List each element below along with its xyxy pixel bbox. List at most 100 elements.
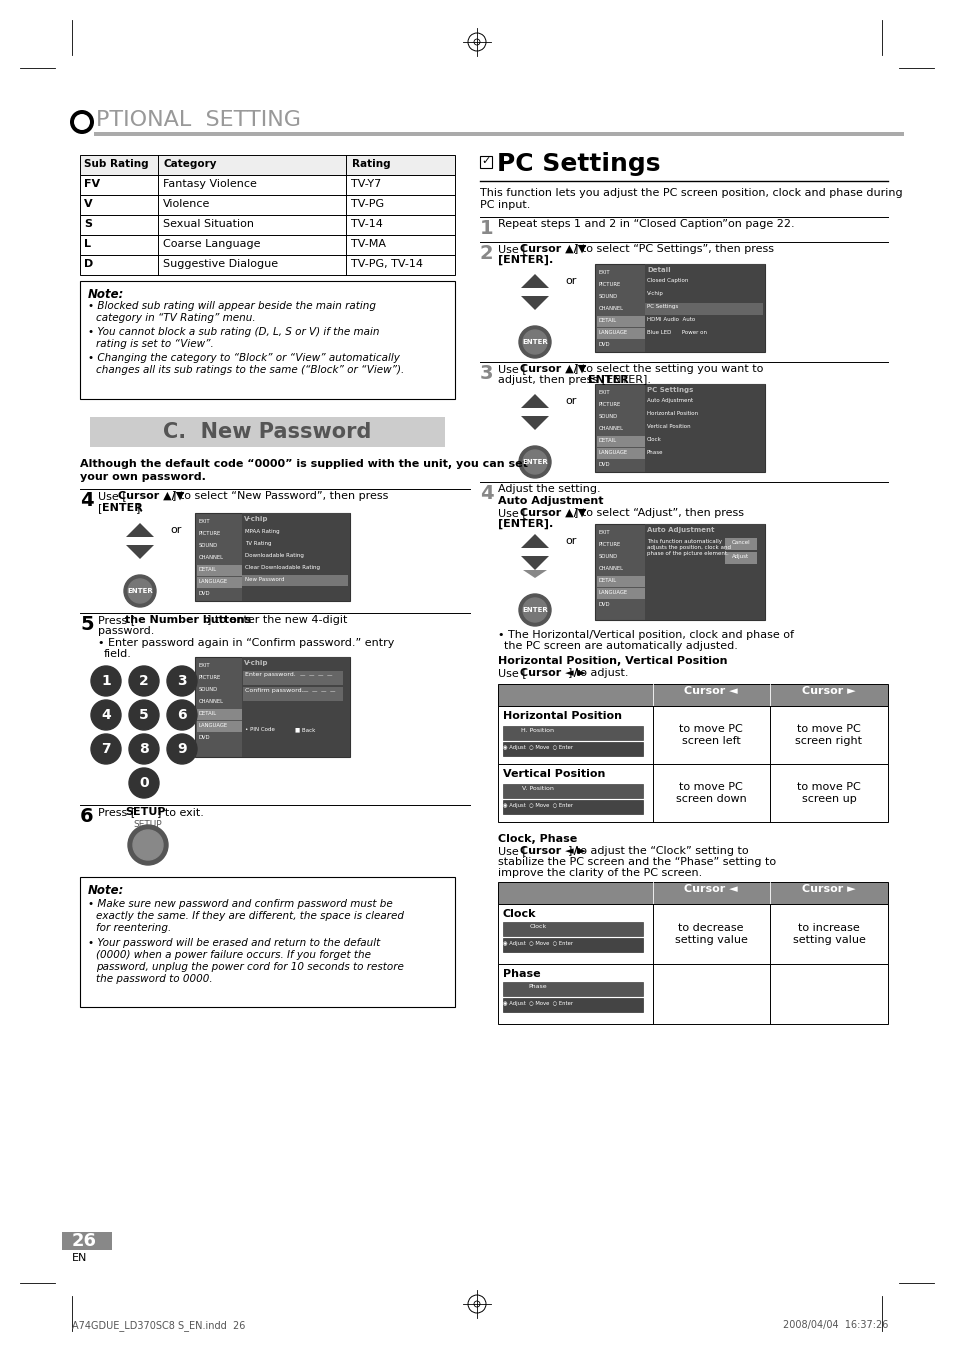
Bar [242,657,350,757]
Text: Phase: Phase [528,985,547,989]
Text: Cursor ▲/▼: Cursor ▲/▼ [118,490,184,501]
Bar [597,449,644,459]
Bar [242,539,348,550]
Text: changes all its sub ratings to the same (“Block” or “View”).: changes all its sub ratings to the same … [96,365,404,376]
Circle shape [70,109,94,134]
Text: ◉ Adjust  ○ Move  ○ Enter: ◉ Adjust ○ Move ○ Enter [502,940,573,946]
Text: SOUND: SOUND [598,413,618,419]
Bar [196,721,242,732]
Text: H. Position: H. Position [521,728,554,734]
Text: or: or [564,536,576,546]
Circle shape [522,330,546,354]
Text: ENTER: ENTER [521,339,547,345]
Text: ◉ Adjust  ○ Move  ○ Enter: ◉ Adjust ○ Move ○ Enter [502,802,573,808]
Text: TV-PG, TV-14: TV-PG, TV-14 [351,259,422,269]
Bar [502,742,642,757]
Text: CHANNEL: CHANNEL [598,426,623,431]
Bar [196,577,242,588]
Circle shape [167,700,196,730]
Text: ] to select “Adjust”, then press: ] to select “Adjust”, then press [574,508,743,517]
Text: Blue LED      Power on: Blue LED Power on [646,330,706,335]
Text: Sexual Situation: Sexual Situation [163,219,253,230]
Text: or: or [564,396,576,407]
Text: Press [: Press [ [98,615,135,626]
Text: Rating: Rating [352,159,390,169]
Text: Cursor ▲/▼: Cursor ▲/▼ [519,508,586,517]
Bar [80,255,455,276]
Bar [502,998,642,1012]
Bar [644,409,762,422]
Text: SOUND: SOUND [598,295,618,299]
Text: Coarse Language: Coarse Language [163,239,260,249]
Bar [597,588,644,598]
Text: FV: FV [84,178,100,189]
Text: ] to exit.: ] to exit. [157,807,204,817]
Bar [196,697,242,708]
Text: EXIT: EXIT [598,270,610,276]
Bar [502,725,642,740]
Text: 4: 4 [101,708,111,721]
Bar [242,551,348,562]
Text: TV-PG: TV-PG [351,199,384,209]
Text: CHANNEL: CHANNEL [598,305,623,311]
Text: DVD: DVD [598,342,610,347]
Bar [597,563,644,576]
Polygon shape [522,570,546,578]
Text: SOUND: SOUND [199,543,218,549]
Text: TV-MA: TV-MA [351,239,386,249]
Text: LANGUAGE: LANGUAGE [199,723,228,728]
Text: to move PC
screen down: to move PC screen down [675,782,745,804]
Bar [242,513,350,601]
Text: Use [: Use [ [497,667,526,678]
Text: field.: field. [104,648,132,659]
Bar [644,524,764,620]
Text: Adjust the setting.: Adjust the setting. [497,484,600,494]
Text: • The Horizontal/Vertical position, clock and phase of: • The Horizontal/Vertical position, cloc… [497,630,793,640]
Text: ] to adjust the “Clock” setting to: ] to adjust the “Clock” setting to [567,846,748,857]
Text: Phase: Phase [502,969,540,979]
Text: DETAIL: DETAIL [598,578,617,584]
Text: 4: 4 [80,490,93,509]
Bar [724,538,757,550]
Circle shape [167,666,196,696]
Text: DVD: DVD [199,590,211,596]
Text: ] to select the setting you want to: ] to select the setting you want to [574,363,762,374]
Bar [595,524,764,620]
Bar [242,576,348,586]
Text: —  —  —  —: — — — — [303,689,335,694]
Bar [196,734,242,744]
Text: 8: 8 [139,742,149,757]
Text: Repeat steps 1 and 2 in “Closed Caption”on page 22.: Repeat steps 1 and 2 in “Closed Caption”… [497,219,794,230]
Text: ✓: ✓ [480,155,490,166]
Text: Category: Category [164,159,217,169]
Circle shape [167,734,196,765]
Polygon shape [520,534,548,549]
Circle shape [518,326,551,358]
Text: ] to adjust.: ] to adjust. [567,667,628,678]
Text: ] to enter the new 4-digit: ] to enter the new 4-digit [207,615,347,626]
Text: category in “TV Rating” menu.: category in “TV Rating” menu. [96,313,255,323]
Text: ENTER: ENTER [127,588,152,594]
Text: CHANNEL: CHANNEL [598,566,623,571]
Text: Cursor ►: Cursor ► [801,884,855,894]
Text: SOUND: SOUND [199,688,218,692]
Bar [597,304,644,315]
Text: Cursor ►: Cursor ► [801,686,855,696]
Text: Use [: Use [ [497,245,526,254]
Text: password.: password. [98,626,154,636]
Text: [ENTER].: [ENTER]. [497,255,553,265]
Bar [479,155,492,168]
Text: 1: 1 [479,219,493,238]
Text: 2: 2 [139,674,149,688]
Bar [597,576,644,586]
Polygon shape [126,523,153,536]
Bar [502,938,642,952]
Text: SETUP: SETUP [133,820,162,830]
Text: DVD: DVD [598,603,610,607]
Text: Use [: Use [ [98,490,127,501]
Text: the password to 0000.: the password to 0000. [96,974,213,984]
Bar [196,517,242,528]
Bar [497,684,887,707]
Text: ENTER: ENTER [521,459,547,465]
Text: ◉ Adjust  ○ Move  ○ Enter: ◉ Adjust ○ Move ○ Enter [502,744,573,750]
